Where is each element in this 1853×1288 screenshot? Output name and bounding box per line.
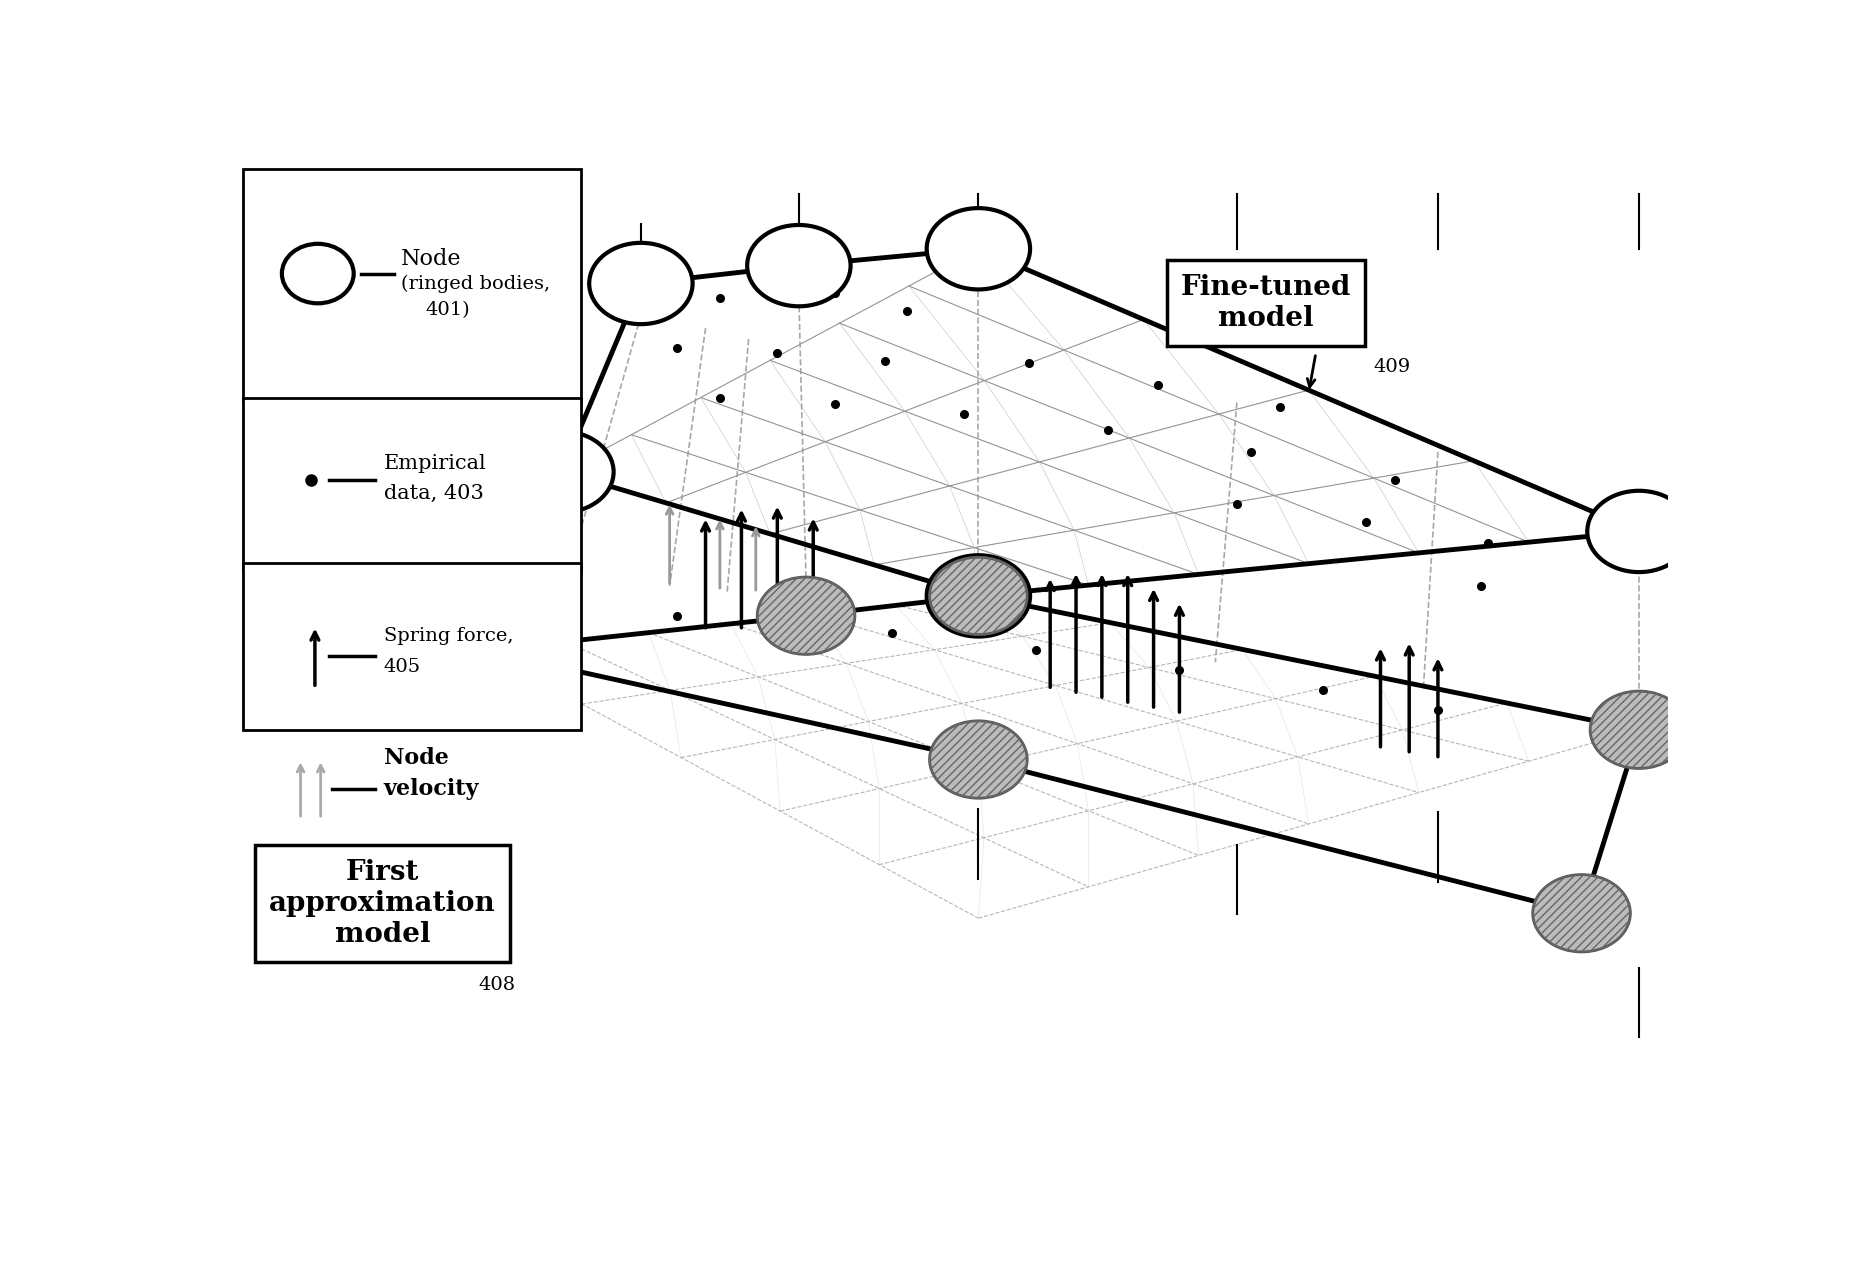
Text: Node: Node bbox=[400, 247, 461, 269]
FancyBboxPatch shape bbox=[243, 398, 580, 571]
Text: First
approximation
model: First approximation model bbox=[269, 859, 497, 948]
Ellipse shape bbox=[747, 225, 851, 307]
Text: 408: 408 bbox=[478, 976, 515, 994]
Text: 409: 409 bbox=[1373, 358, 1410, 376]
Ellipse shape bbox=[758, 577, 854, 654]
FancyBboxPatch shape bbox=[243, 170, 580, 402]
Ellipse shape bbox=[282, 243, 354, 304]
Text: 401): 401) bbox=[426, 301, 471, 319]
Text: Fine-tuned
model: Fine-tuned model bbox=[1180, 274, 1351, 332]
Ellipse shape bbox=[1590, 692, 1688, 769]
Ellipse shape bbox=[930, 558, 1027, 635]
Text: Node: Node bbox=[384, 747, 448, 769]
Ellipse shape bbox=[510, 431, 613, 513]
Text: velocity: velocity bbox=[384, 778, 480, 800]
Ellipse shape bbox=[1532, 875, 1631, 952]
FancyBboxPatch shape bbox=[243, 563, 580, 730]
Text: (ringed bodies,: (ringed bodies, bbox=[400, 274, 550, 292]
Ellipse shape bbox=[1588, 491, 1690, 572]
Ellipse shape bbox=[926, 209, 1030, 290]
Ellipse shape bbox=[926, 555, 1030, 636]
Text: Spring force,: Spring force, bbox=[384, 626, 513, 644]
Text: data, 403: data, 403 bbox=[384, 484, 484, 504]
Text: Empirical: Empirical bbox=[384, 455, 487, 474]
Ellipse shape bbox=[589, 243, 693, 325]
Ellipse shape bbox=[434, 612, 532, 689]
Ellipse shape bbox=[930, 721, 1027, 799]
Text: 405: 405 bbox=[384, 658, 421, 676]
